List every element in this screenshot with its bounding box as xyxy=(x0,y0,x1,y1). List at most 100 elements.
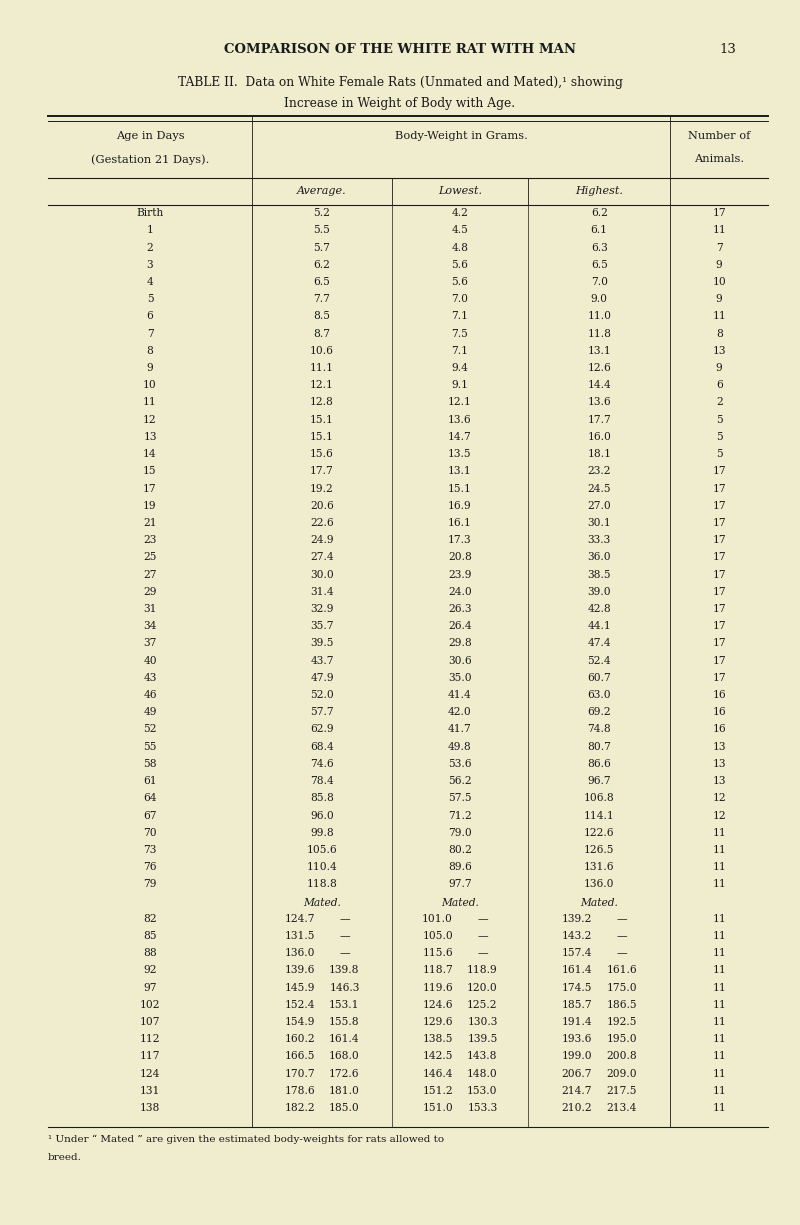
Text: 168.0: 168.0 xyxy=(329,1051,360,1061)
Text: 139.6: 139.6 xyxy=(285,965,314,975)
Text: 10: 10 xyxy=(143,380,157,391)
Text: 151.0: 151.0 xyxy=(422,1102,453,1114)
Text: 97: 97 xyxy=(143,982,157,992)
Text: Mated.: Mated. xyxy=(303,898,341,908)
Text: 96.0: 96.0 xyxy=(310,811,334,821)
Text: 138: 138 xyxy=(140,1102,160,1114)
Text: 2: 2 xyxy=(716,397,722,408)
Text: Increase in Weight of Body with Age.: Increase in Weight of Body with Age. xyxy=(285,97,515,110)
Text: Age in Days: Age in Days xyxy=(116,131,184,141)
Text: 131.6: 131.6 xyxy=(584,862,614,872)
Text: 60.7: 60.7 xyxy=(587,673,611,682)
Text: 13.6: 13.6 xyxy=(448,415,472,425)
Text: 15.6: 15.6 xyxy=(310,450,334,459)
Text: 139.8: 139.8 xyxy=(329,965,360,975)
Text: Body-Weight in Grams.: Body-Weight in Grams. xyxy=(394,131,528,141)
Text: 131: 131 xyxy=(140,1085,160,1096)
Text: 11: 11 xyxy=(712,862,726,872)
Text: 16.9: 16.9 xyxy=(448,501,472,511)
Text: 138.5: 138.5 xyxy=(422,1034,453,1044)
Text: 41.4: 41.4 xyxy=(448,690,472,699)
Text: 118.7: 118.7 xyxy=(422,965,453,975)
Text: 39.0: 39.0 xyxy=(587,587,611,597)
Text: 36.0: 36.0 xyxy=(587,552,611,562)
Text: 97.7: 97.7 xyxy=(448,880,472,889)
Text: 4: 4 xyxy=(146,277,154,287)
Text: 178.6: 178.6 xyxy=(284,1085,315,1096)
Text: 31.4: 31.4 xyxy=(310,587,334,597)
Text: 58: 58 xyxy=(143,758,157,769)
Text: —: — xyxy=(477,948,488,958)
Text: 17: 17 xyxy=(712,501,726,511)
Text: 30.6: 30.6 xyxy=(448,655,472,665)
Text: 17.7: 17.7 xyxy=(310,467,334,477)
Text: 46: 46 xyxy=(143,690,157,699)
Text: 7.7: 7.7 xyxy=(314,294,330,304)
Text: 15.1: 15.1 xyxy=(310,432,334,442)
Text: 6.2: 6.2 xyxy=(314,260,330,270)
Text: 9: 9 xyxy=(716,260,722,270)
Text: 119.6: 119.6 xyxy=(422,982,453,992)
Text: 185.7: 185.7 xyxy=(562,1000,592,1009)
Text: 143.8: 143.8 xyxy=(467,1051,498,1061)
Text: 85: 85 xyxy=(143,931,157,941)
Text: 10: 10 xyxy=(712,277,726,287)
Text: TABLE II.  Data on White Female Rats (Unmated and Mated),¹ showing: TABLE II. Data on White Female Rats (Unm… xyxy=(178,76,622,89)
Text: 9: 9 xyxy=(146,363,154,374)
Text: 5: 5 xyxy=(716,432,722,442)
Text: 11.1: 11.1 xyxy=(310,363,334,374)
Text: 30.1: 30.1 xyxy=(587,518,611,528)
Text: Lowest.: Lowest. xyxy=(438,186,482,196)
Text: 52.4: 52.4 xyxy=(587,655,611,665)
Text: 11: 11 xyxy=(712,828,726,838)
Text: 157.4: 157.4 xyxy=(562,948,592,958)
Text: 191.4: 191.4 xyxy=(562,1017,592,1027)
Text: 44.1: 44.1 xyxy=(587,621,611,631)
Text: 153.3: 153.3 xyxy=(467,1102,498,1114)
Text: 154.9: 154.9 xyxy=(284,1017,315,1027)
Text: 25: 25 xyxy=(143,552,157,562)
Text: 24.0: 24.0 xyxy=(448,587,472,597)
Text: Birth: Birth xyxy=(136,208,164,218)
Text: 11: 11 xyxy=(712,225,726,235)
Text: 42.8: 42.8 xyxy=(587,604,611,614)
Text: 53.6: 53.6 xyxy=(448,758,472,769)
Text: 174.5: 174.5 xyxy=(562,982,592,992)
Text: 15.1: 15.1 xyxy=(310,415,334,425)
Text: 6: 6 xyxy=(146,311,154,321)
Text: 12: 12 xyxy=(712,811,726,821)
Text: 106.8: 106.8 xyxy=(584,794,614,804)
Text: 13.1: 13.1 xyxy=(448,467,472,477)
Text: 152.4: 152.4 xyxy=(284,1000,315,1009)
Text: 78.4: 78.4 xyxy=(310,777,334,786)
Text: Mated.: Mated. xyxy=(580,898,618,908)
Text: 17: 17 xyxy=(712,518,726,528)
Text: 17: 17 xyxy=(712,655,726,665)
Text: 14.4: 14.4 xyxy=(587,380,611,391)
Text: 27.0: 27.0 xyxy=(587,501,611,511)
Text: 76: 76 xyxy=(143,862,157,872)
Text: 11: 11 xyxy=(712,1000,726,1009)
Text: 105.0: 105.0 xyxy=(422,931,453,941)
Text: —: — xyxy=(477,914,488,924)
Text: 5.2: 5.2 xyxy=(314,208,330,218)
Text: 13: 13 xyxy=(713,758,726,769)
Text: 185.0: 185.0 xyxy=(329,1102,360,1114)
Text: 21: 21 xyxy=(143,518,157,528)
Text: 4.5: 4.5 xyxy=(451,225,469,235)
Text: 61: 61 xyxy=(143,777,157,786)
Text: 16.1: 16.1 xyxy=(448,518,472,528)
Text: 24.9: 24.9 xyxy=(310,535,334,545)
Text: 79: 79 xyxy=(143,880,157,889)
Text: 13.6: 13.6 xyxy=(587,397,611,408)
Text: 70: 70 xyxy=(143,828,157,838)
Text: 161.4: 161.4 xyxy=(329,1034,360,1044)
Text: 5.6: 5.6 xyxy=(451,277,469,287)
Text: 14: 14 xyxy=(143,450,157,459)
Text: 110.4: 110.4 xyxy=(306,862,338,872)
Text: 12: 12 xyxy=(712,794,726,804)
Text: 49: 49 xyxy=(143,707,157,718)
Text: 11: 11 xyxy=(712,1034,726,1044)
Text: 31: 31 xyxy=(143,604,157,614)
Text: 9: 9 xyxy=(716,294,722,304)
